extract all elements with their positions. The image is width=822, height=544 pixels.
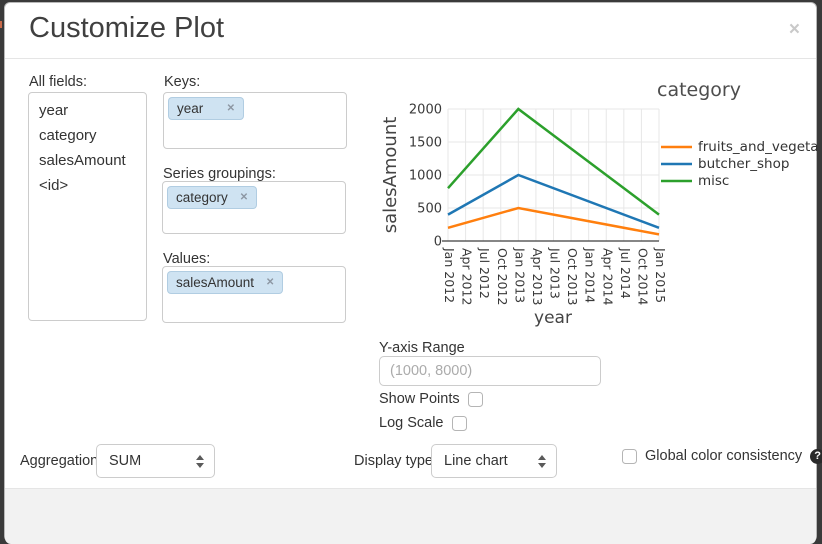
customize-plot-dialog: Customize Plot × All fields: year categor… (4, 2, 822, 544)
global-color-row: Global color consistency ? (622, 448, 822, 464)
x-tick-label: Oct 2014 (635, 248, 650, 305)
x-tick-label: Jan 2012 (442, 247, 457, 303)
series-groupings-label: Series groupings: (163, 166, 276, 182)
x-tick-label: Jan 2014 (583, 247, 598, 303)
field-tag[interactable]: salesAmount ✕ (167, 271, 284, 294)
all-fields-label: All fields: (29, 74, 88, 90)
x-axis-title: year (534, 308, 572, 328)
x-tick-label: Jan 2013 (512, 247, 527, 303)
x-tick-label: Jul 2013 (548, 247, 563, 299)
y-axis-range-input[interactable] (379, 356, 601, 386)
show-points-label: Show Points (379, 391, 460, 407)
tag-remove-icon[interactable]: ✕ (226, 103, 235, 114)
dialog-header: Customize Plot × (5, 3, 816, 59)
select-stepper-icon (196, 454, 204, 468)
x-tick-label: Oct 2012 (495, 248, 510, 305)
y-tick-label: 500 (417, 202, 442, 217)
aggregation-select[interactable]: SUM (96, 444, 215, 478)
legend-title: category (657, 79, 741, 101)
x-tick-label: Apr 2012 (460, 248, 475, 305)
values-label: Values: (163, 251, 211, 267)
show-points-checkbox[interactable] (467, 391, 483, 407)
y-tick-label: 1000 (409, 169, 442, 184)
select-stepper-icon (538, 454, 546, 468)
display-type-selected-value: Line chart (444, 453, 508, 469)
x-tick-label: Jul 2012 (477, 247, 492, 299)
series-line-misc (447, 107, 660, 216)
x-tick-label: Jan 2015 (653, 247, 668, 303)
values-dropzone[interactable]: salesAmount ✕ (162, 266, 346, 323)
field-list-item[interactable]: salesAmount (39, 152, 126, 169)
close-icon[interactable]: × (788, 19, 800, 40)
field-list-item[interactable]: year (39, 102, 69, 119)
log-scale-row: Log Scale (379, 415, 467, 431)
tag-remove-icon[interactable]: ✕ (266, 277, 275, 288)
field-tag-label: category (176, 190, 228, 205)
dialog-footer (5, 488, 816, 544)
x-tick-label: Jul 2014 (618, 247, 633, 299)
all-fields-listbox[interactable]: year category salesAmount <id> (28, 92, 147, 321)
y-tick-label: 0 (434, 235, 442, 250)
display-type-label: Display type: (354, 453, 438, 469)
field-list-item[interactable]: <id> (39, 177, 69, 194)
series-groupings-dropzone[interactable]: category ✕ (162, 181, 346, 234)
y-tick-label: 2000 (409, 103, 442, 118)
series-line-butcher_shop (447, 173, 660, 229)
backdrop-artifact (0, 21, 2, 28)
plot-preview-chart: 0 500 1000 1500 2000 Jan 2012 Apr 2012 Jul 2012… (380, 79, 819, 328)
field-tag[interactable]: category ✕ (167, 186, 258, 209)
show-points-row: Show Points (379, 391, 483, 407)
keys-label: Keys: (164, 74, 201, 90)
legend-label-misc: misc (698, 173, 729, 189)
keys-dropzone[interactable]: year ✕ (163, 92, 347, 149)
global-color-label: Global color consistency (645, 448, 803, 464)
field-tag-label: year (177, 101, 204, 116)
log-scale-label: Log Scale (379, 415, 444, 431)
field-tag[interactable]: year ✕ (168, 97, 244, 120)
dialog-title: Customize Plot (29, 12, 225, 44)
global-color-checkbox[interactable] (622, 448, 637, 464)
x-tick-label: Oct 2013 (565, 248, 580, 305)
legend-label-fruits_and_vegetable: fruits_and_vegetable (698, 139, 819, 155)
legend-label-butcher_shop: butcher_shop (698, 156, 789, 172)
tag-remove-icon[interactable]: ✕ (239, 192, 249, 203)
aggregation-label: Aggregation: (20, 453, 103, 469)
display-type-select[interactable]: Line chart (431, 444, 557, 478)
y-axis-title: salesAmount (380, 117, 401, 234)
aggregation-selected-value: SUM (109, 453, 142, 469)
log-scale-checkbox[interactable] (451, 415, 467, 431)
x-tick-label: Apr 2013 (530, 248, 545, 305)
help-question-icon[interactable]: ? (810, 448, 822, 464)
field-list-item[interactable]: category (39, 127, 97, 144)
field-tag-label: salesAmount (176, 275, 255, 290)
series-line-fruits_and_vegetable (447, 206, 660, 236)
y-tick-label: 1500 (409, 136, 442, 151)
x-tick-label: Apr 2014 (600, 248, 615, 305)
y-axis-range-label: Y-axis Range (379, 340, 465, 356)
